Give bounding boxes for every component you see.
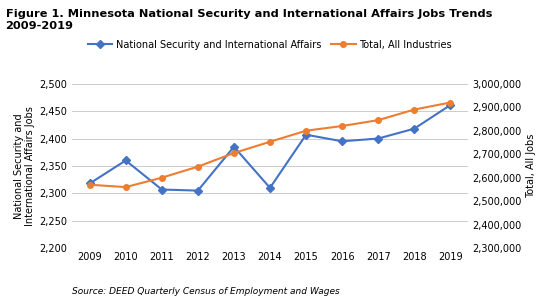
Y-axis label: Total, All Jobs: Total, All Jobs [526, 134, 536, 198]
Y-axis label: National Security and
International Affairs Jobs: National Security and International Affa… [14, 106, 35, 226]
Text: Figure 1. Minnesota National Security and International Affairs Jobs Trends 2009: Figure 1. Minnesota National Security an… [6, 9, 492, 30]
Text: Source: DEED Quarterly Census of Employment and Wages: Source: DEED Quarterly Census of Employm… [72, 287, 339, 296]
Legend: National Security and International Affairs, Total, All Industries: National Security and International Affa… [84, 36, 456, 54]
